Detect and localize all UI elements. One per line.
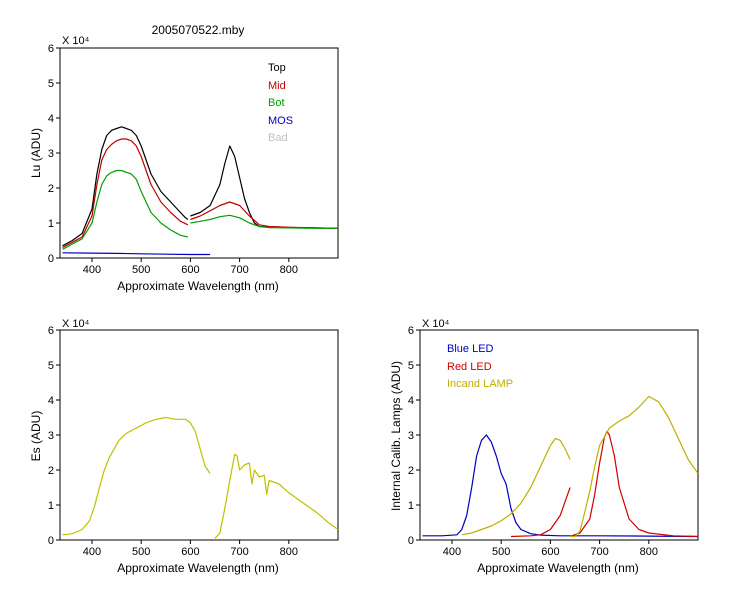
y-tick-label: 5 bbox=[408, 360, 414, 372]
series-group bbox=[62, 416, 338, 539]
series-line bbox=[510, 487, 571, 538]
x-tick-label: 600 bbox=[181, 264, 199, 276]
y-axis-label: Lu (ADU) bbox=[29, 128, 43, 178]
figure-title: 2005070522.mby bbox=[152, 23, 245, 37]
series-line bbox=[62, 252, 211, 256]
series-line bbox=[569, 430, 698, 538]
y-tick-label: 0 bbox=[48, 535, 54, 547]
y-axis-label: Internal Calib. Lamps (ADU) bbox=[389, 361, 403, 511]
legend: Top Mid Bot MOS Bad bbox=[268, 62, 293, 144]
legend-entry: Mid bbox=[268, 80, 286, 92]
x-tick-label: 500 bbox=[132, 546, 150, 558]
series-line bbox=[62, 126, 189, 247]
y-tick-label: 0 bbox=[408, 535, 414, 547]
y-axis-label: Es (ADU) bbox=[29, 411, 43, 462]
series-line bbox=[62, 169, 189, 250]
legend: Blue LED Red LED Incand LAMP bbox=[447, 343, 513, 390]
legend-entry: Incand LAMP bbox=[447, 378, 513, 390]
y-tick-label: 4 bbox=[48, 395, 54, 407]
series-line bbox=[214, 453, 338, 539]
x-tick-label: 500 bbox=[492, 546, 510, 558]
series-line bbox=[62, 416, 211, 536]
y-tick-label: 3 bbox=[48, 430, 54, 442]
series-line bbox=[62, 138, 189, 249]
legend-entry: Bad bbox=[268, 132, 288, 144]
legend-entry: Red LED bbox=[447, 361, 492, 373]
x-axis-label: Approximate Wavelength (nm) bbox=[117, 279, 279, 293]
x-tick-label: 600 bbox=[541, 546, 559, 558]
y-multiplier-label: X 10⁴ bbox=[62, 318, 90, 330]
x-tick-label: 800 bbox=[640, 546, 658, 558]
es-panel: X 10⁴ Approximate Wavelength (nm) Es (AD… bbox=[29, 318, 339, 575]
x-tick-label: 400 bbox=[83, 546, 101, 558]
legend-entry: Top bbox=[268, 62, 286, 74]
legend-entry: MOS bbox=[268, 115, 293, 127]
x-axis-label: Approximate Wavelength (nm) bbox=[477, 561, 639, 575]
x-tick-label: 600 bbox=[181, 546, 199, 558]
x-axis-label: Approximate Wavelength (nm) bbox=[117, 561, 279, 575]
y-tick-label: 1 bbox=[48, 500, 54, 512]
legend-entry: Bot bbox=[268, 97, 285, 109]
y-tick-label: 1 bbox=[48, 218, 54, 230]
x-tick-label: 700 bbox=[590, 546, 608, 558]
lu-panel: X 10⁴ Approximate Wavelength (nm) Lu (AD… bbox=[29, 35, 339, 293]
y-tick-label: 0 bbox=[48, 253, 54, 265]
y-multiplier-label: X 10⁴ bbox=[62, 35, 90, 47]
legend-entry: Blue LED bbox=[447, 343, 494, 355]
y-tick-label: 2 bbox=[408, 465, 414, 477]
x-tick-label: 400 bbox=[443, 546, 461, 558]
x-tick-label: 400 bbox=[83, 264, 101, 276]
series-line bbox=[461, 437, 571, 536]
y-tick-label: 2 bbox=[48, 465, 54, 477]
y-tick-label: 5 bbox=[48, 78, 54, 90]
series-group bbox=[62, 126, 338, 256]
y-tick-label: 6 bbox=[48, 325, 54, 337]
series-line bbox=[190, 214, 338, 229]
plot-frame bbox=[59, 329, 339, 541]
y-tick-label: 6 bbox=[408, 325, 414, 337]
x-tick-label: 500 bbox=[132, 264, 150, 276]
series-line bbox=[570, 395, 698, 538]
y-tick-label: 3 bbox=[408, 430, 414, 442]
series-line bbox=[190, 201, 338, 229]
x-tick-label: 700 bbox=[230, 264, 248, 276]
y-tick-label: 3 bbox=[48, 148, 54, 160]
x-tick-label: 800 bbox=[280, 264, 298, 276]
calib-lamps-panel: X 10⁴ Approximate Wavelength (nm) Intern… bbox=[389, 318, 699, 575]
series-line bbox=[190, 145, 338, 229]
series-group bbox=[422, 395, 698, 538]
y-tick-label: 4 bbox=[48, 113, 54, 125]
y-tick-label: 6 bbox=[48, 43, 54, 55]
y-tick-label: 2 bbox=[48, 183, 54, 195]
series-line bbox=[422, 434, 698, 538]
y-multiplier-label: X 10⁴ bbox=[422, 318, 450, 330]
x-tick-label: 800 bbox=[280, 546, 298, 558]
x-tick-label: 700 bbox=[230, 546, 248, 558]
y-tick-label: 1 bbox=[408, 500, 414, 512]
y-tick-label: 4 bbox=[408, 395, 414, 407]
y-tick-label: 5 bbox=[48, 360, 54, 372]
